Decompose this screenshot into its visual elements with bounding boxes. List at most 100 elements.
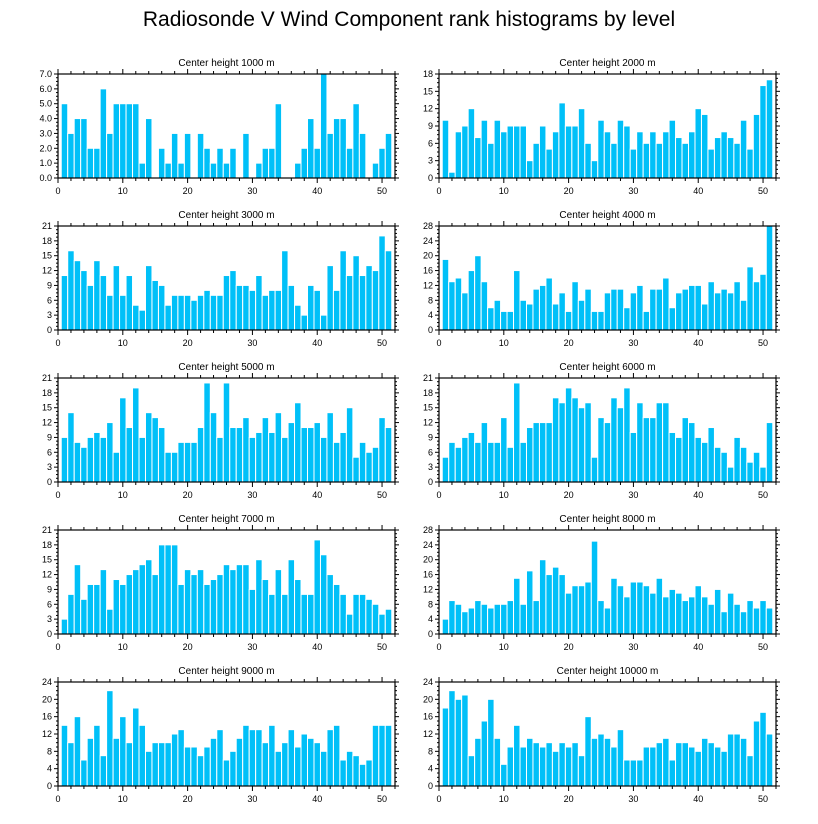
histogram-bar [616,729,625,787]
histogram-bar [746,755,754,787]
histogram-bar [739,446,748,483]
histogram-bar [300,427,309,483]
histogram-bar [694,284,702,331]
x-tick-label: 10 [499,642,509,652]
histogram-bar [603,292,612,331]
histogram-bar [461,436,469,483]
histogram-bar [480,422,489,483]
histogram-bar [229,427,237,483]
histogram-bar [112,737,121,787]
y-tick-label: 20 [423,555,433,565]
histogram-bar [765,79,774,179]
histogram-bar [668,431,677,483]
histogram-bar [733,281,741,331]
histogram-bar [564,592,573,635]
histogram-bar [577,299,586,331]
histogram-bar [235,564,244,635]
histogram-bar [307,737,315,787]
histogram-bar [493,603,502,635]
histogram-bar [138,162,146,179]
histogram-bar [688,422,696,483]
x-tick-label: 40 [693,490,703,500]
histogram-bar [558,574,566,635]
histogram-bar [610,397,618,483]
histogram-bar [300,314,309,331]
histogram-bar [525,570,534,635]
y-tick-label: 12 [42,729,52,739]
histogram-bar [610,746,618,787]
histogram-bar [642,417,651,483]
x-tick-label: 10 [118,490,128,500]
histogram-bar [112,265,121,331]
histogram-bar [352,755,360,787]
histogram-bar [119,716,127,787]
histogram-bar [688,284,696,331]
x-tick-label: 0 [55,186,60,196]
histogram-bar [500,763,508,787]
histogram-bar [577,108,586,179]
x-tick-label: 40 [312,490,322,500]
histogram-bar [467,108,476,179]
histogram-bar [138,564,146,635]
histogram-bar [177,583,185,635]
histogram-bar [467,431,476,483]
histogram-bar [616,407,625,483]
histogram-bar [642,746,651,787]
histogram-bar [707,603,715,635]
histogram-bar [538,746,547,787]
histogram-bar [590,737,599,787]
histogram-bar [493,299,502,331]
histogram-bar [177,729,185,787]
y-tick-label: 6 [47,447,52,457]
histogram-chart: 0 3 6 9 12 15 18 21 0 10 20 30 40 50 [423,373,780,500]
histogram-bar [261,294,270,331]
histogram-bar [584,581,592,635]
y-tick-label: 3 [47,462,52,472]
histogram-bar [144,118,153,179]
histogram-bar [597,310,605,331]
histogram-bar [739,737,748,787]
y-tick-label: 24 [42,677,52,687]
x-tick-label: 20 [183,338,193,348]
histogram-bar [739,119,748,179]
histogram-bar [649,131,657,179]
histogram-bar [183,569,192,635]
histogram-bar [551,566,560,635]
histogram-bar [538,422,547,483]
y-tick-label: 9 [428,432,433,442]
histogram-bar [229,750,237,787]
histogram-bar [144,750,153,787]
histogram-bar [610,577,618,635]
x-tick-label: 10 [118,642,128,652]
histogram-chart: 0.0 1.0 2.0 3.0 4.0 5.0 6.0 7.0 0 10 20 30 40 50 [39,69,399,196]
histogram-bar [352,593,360,635]
histogram-bar [590,540,599,635]
histogram-bar [545,148,553,179]
histogram-bar [319,750,328,787]
histogram-bar [454,698,463,787]
y-tick-label: 3.0 [39,128,52,138]
histogram-bar [636,402,644,483]
histogram-bar [177,294,185,331]
histogram-bar [345,613,354,635]
histogram-bar [564,387,573,483]
histogram-bar [571,742,579,787]
y-tick-label: 16 [42,712,52,722]
histogram-bar [752,451,761,483]
histogram-bar [183,441,192,483]
y-tick-label: 0 [428,781,433,791]
y-tick-label: 0.0 [39,173,52,183]
x-tick-label: 30 [247,338,257,348]
histogram-bar [636,284,644,331]
histogram-bar [93,260,101,331]
y-tick-label: 8 [47,746,52,756]
histogram-bar [384,250,393,331]
histogram-bar [675,742,683,787]
histogram-bar [80,270,88,331]
histogram-bar [655,142,664,179]
histogram-bar [99,569,108,635]
histogram-bar [222,564,231,635]
histogram-chart: 0 4 8 12 16 20 24 28 0 10 20 30 40 50 [423,221,780,348]
x-tick-label: 0 [436,794,441,804]
histogram-bar [112,579,121,635]
